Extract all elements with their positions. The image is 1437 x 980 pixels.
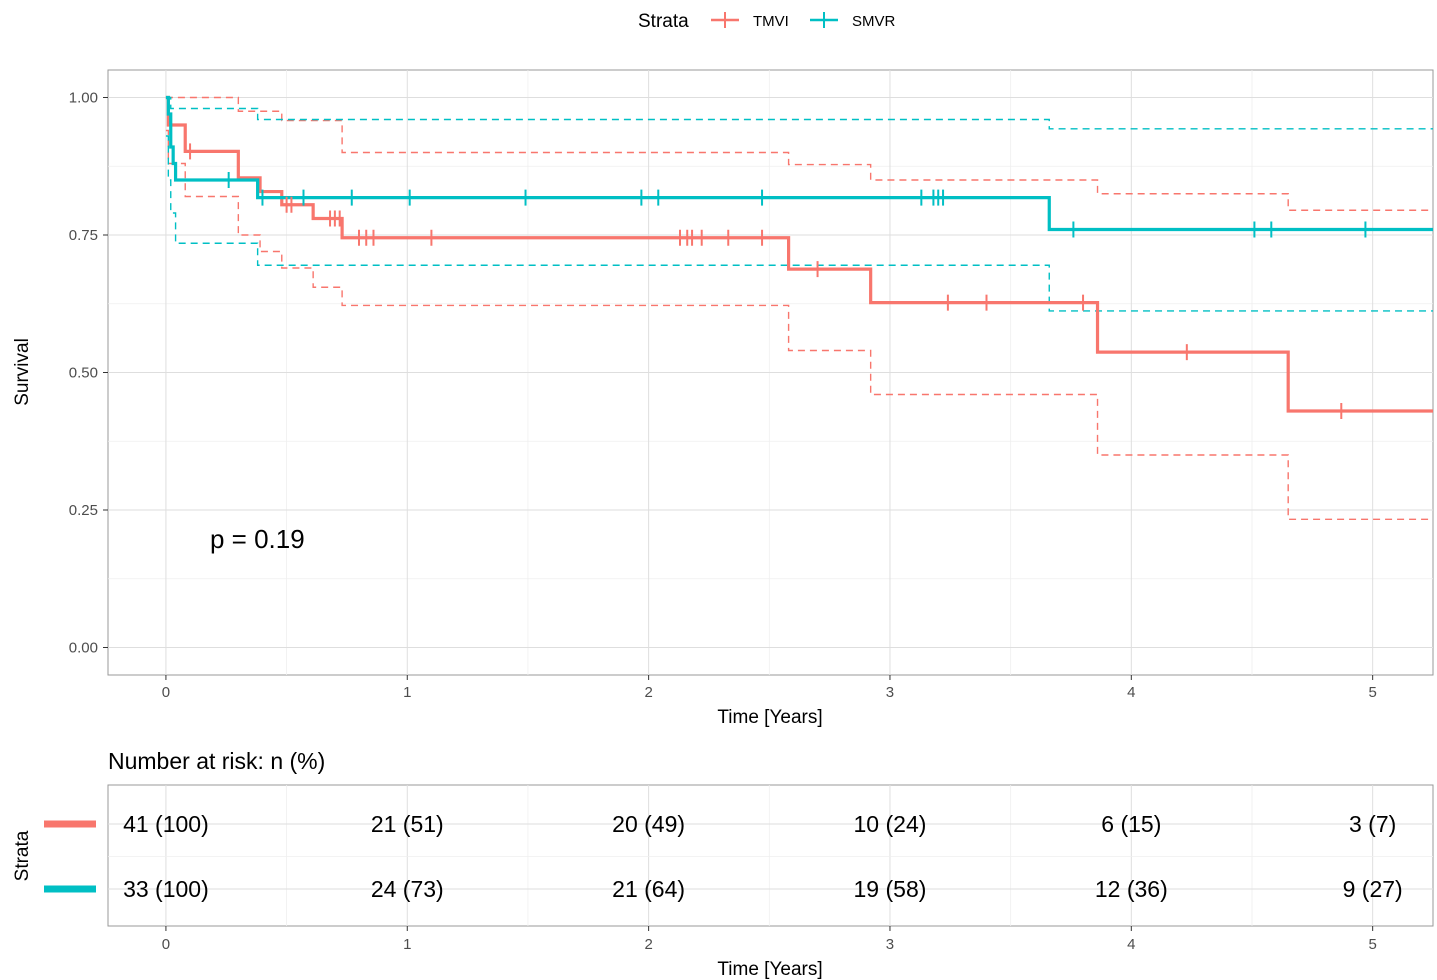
- smvr-risk-cell: 12 (36): [1095, 876, 1168, 902]
- x-tick-label: 5: [1368, 684, 1376, 701]
- x-axis-ticks: 0 1 2 3 4 5: [162, 675, 1377, 701]
- y-tick-label: 1.00: [69, 90, 98, 107]
- smvr-risk-cell: 24 (73): [371, 876, 444, 902]
- smvr-risk-cell: 33 (100): [123, 876, 209, 902]
- risk-table-title: Number at risk: n (%): [108, 748, 325, 774]
- y-tick-label: 0.00: [69, 640, 98, 657]
- p-value-annotation: p = 0.19: [210, 524, 305, 554]
- risk-table-strata-keys: [44, 820, 96, 893]
- tmvi-risk-cell: 6 (15): [1101, 811, 1161, 837]
- risk-table-y-title: Strata: [12, 830, 33, 881]
- risk-x-tick-label: 4: [1127, 936, 1135, 953]
- y-axis-ticks: 0.00 0.25 0.50 0.75 1.00: [69, 90, 108, 657]
- y-axis-title: Survival: [12, 338, 33, 406]
- risk-table-grid: [108, 785, 1433, 926]
- legend-label-smvr: SMVR: [852, 13, 896, 30]
- tmvi-risk-cell: 10 (24): [854, 811, 927, 837]
- risk-x-tick-label: 5: [1368, 936, 1376, 953]
- smvr-risk-cell: 21 (64): [612, 876, 685, 902]
- risk-table-x-title: Time [Years]: [717, 959, 822, 980]
- risk-table-cells: 41 (100) 21 (51) 20 (49) 10 (24) 6 (15) 3 (7)…: [123, 811, 1403, 902]
- y-tick-label: 0.75: [69, 227, 98, 244]
- smvr-risk-cell: 9 (27): [1343, 876, 1403, 902]
- confidence-bands: [165, 96, 1433, 521]
- legend-label-tmvi: TMVI: [753, 13, 789, 30]
- y-tick-label: 0.25: [69, 502, 98, 519]
- x-tick-label: 4: [1127, 684, 1135, 701]
- smvr-lower-ci: [165, 135, 1433, 312]
- risk-x-tick-label: 0: [162, 936, 170, 953]
- tmvi-risk-cell: 20 (49): [612, 811, 685, 837]
- smvr-upper-ci: [165, 96, 1433, 130]
- x-tick-label: 2: [644, 684, 652, 701]
- tmvi-risk-cell: 21 (51): [371, 811, 444, 837]
- plot-grid: [108, 70, 1433, 675]
- risk-table-background: [107, 784, 1434, 927]
- x-axis-title: Time [Years]: [717, 707, 822, 728]
- smvr-risk-cell: 19 (58): [854, 876, 927, 902]
- x-tick-label: 1: [403, 684, 411, 701]
- risk-x-tick-label: 2: [644, 936, 652, 953]
- tmvi-risk-cell: 41 (100): [123, 811, 209, 837]
- risk-x-tick-label: 1: [403, 936, 411, 953]
- smvr-survival-curve: [165, 95, 1433, 232]
- survival-curves: [165, 95, 1433, 413]
- tmvi-survival-curve: [165, 95, 1433, 413]
- risk-table: Number at risk: n (%) 41 (100) 21 (51) 20 …: [12, 748, 1434, 980]
- x-tick-label: 0: [162, 684, 170, 701]
- legend-title: Strata: [638, 11, 689, 32]
- risk-x-tick-label: 3: [886, 936, 894, 953]
- legend: Strata TMVI SMVR: [638, 11, 896, 32]
- tmvi-risk-cell: 3 (7): [1349, 811, 1396, 837]
- tmvi-lower-ci: [165, 129, 1433, 521]
- y-tick-label: 0.50: [69, 365, 98, 382]
- plot-panel: 0 1 2 3 4 5 0.00 0.25 0.50 0.75 1.00 p = 0.19: [69, 69, 1434, 701]
- censor-marks: [189, 143, 1367, 419]
- risk-table-x-ticks: 0 1 2 3 4 5: [162, 926, 1377, 953]
- x-tick-label: 3: [886, 684, 894, 701]
